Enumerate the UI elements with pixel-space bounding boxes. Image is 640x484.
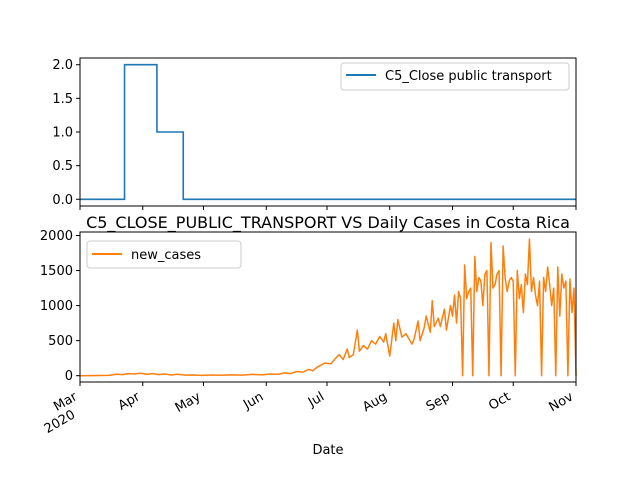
bottom-y-tick-label: 2000 bbox=[40, 229, 73, 244]
top-y-tick-label: 1.5 bbox=[52, 92, 73, 107]
top-y-tick-label: 0.5 bbox=[52, 159, 73, 174]
bottom-y-tick-label: 1500 bbox=[40, 264, 73, 279]
bottom-legend-box bbox=[86, 240, 242, 269]
top-legend: C5_Close public transport bbox=[340, 62, 570, 91]
x-axis-label: Date bbox=[312, 443, 343, 458]
bottom-x-tick-label: Apr bbox=[116, 389, 144, 414]
chart-title: C5_CLOSE_PUBLIC_TRANSPORT VS Daily Cases… bbox=[86, 213, 570, 233]
bottom-y-tick-label: 1000 bbox=[40, 299, 73, 314]
bottom-x-tick-label: May bbox=[173, 389, 204, 416]
top-axes: 0.0 0.5 1.0 1.5 2.0 C5_Close public transpor… bbox=[52, 57, 577, 210]
bottom-y-tick-label: 500 bbox=[48, 334, 73, 349]
top-x-ticks bbox=[79, 206, 577, 210]
bottom-x-tick-label: Oct bbox=[486, 389, 513, 413]
bottom-x-tick-label: Aug bbox=[360, 389, 389, 415]
bottom-x-tick-label: Nov bbox=[547, 389, 577, 415]
series-line-new-cases bbox=[79, 238, 577, 377]
top-plot-lines bbox=[80, 63, 576, 201]
bottom-x-tick-label: Jun bbox=[240, 389, 266, 413]
top-y-tick-label: 0.0 bbox=[52, 193, 73, 208]
bottom-axes-frame bbox=[79, 231, 577, 383]
bottom-x-tick-label: Jul bbox=[305, 389, 327, 410]
bottom-y-ticks: 0 500 1000 1500 2000 bbox=[40, 229, 80, 384]
bottom-plot-lines bbox=[79, 238, 577, 377]
bottom-axes: C5_CLOSE_PUBLIC_TRANSPORT VS Daily Cases… bbox=[40, 213, 577, 458]
bottom-legend: new_cases bbox=[86, 240, 242, 269]
top-y-tick-label: 2.0 bbox=[52, 58, 73, 73]
top-legend-label: C5_Close public transport bbox=[385, 69, 552, 84]
top-legend-box bbox=[340, 62, 570, 91]
bottom-y-tick-label: 0 bbox=[65, 369, 73, 384]
top-y-tick-label: 1.0 bbox=[52, 126, 73, 141]
series-line-c5-close-public-transport bbox=[80, 63, 576, 201]
bottom-x-tick-label: Sep bbox=[424, 389, 453, 414]
bottom-legend-label: new_cases bbox=[131, 248, 201, 263]
top-y-ticks: 0.0 0.5 1.0 1.5 2.0 bbox=[52, 58, 80, 208]
